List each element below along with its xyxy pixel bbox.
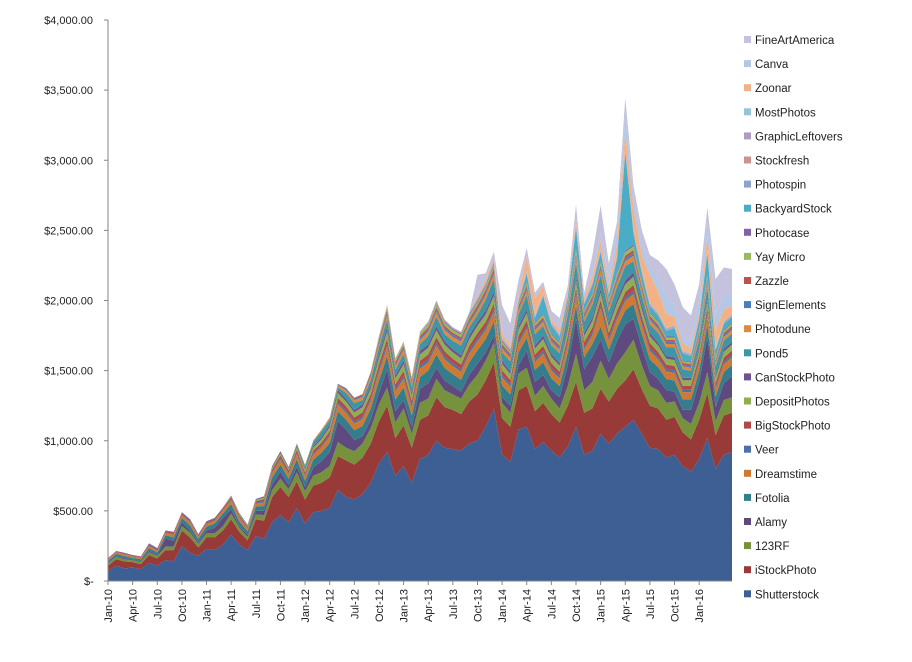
legend-swatch-depositphotos (744, 397, 751, 405)
x-tick-label: Apr-12 (325, 589, 337, 622)
legend-label-bigstockphoto: BigStockPhoto (755, 421, 830, 433)
y-tick-label: $1,000.00 (44, 436, 93, 448)
legend-label-mostphotos: MostPhotos (755, 107, 816, 119)
legend-label-signelements: SignElements (755, 300, 826, 312)
legend-label-zazzle: Zazzle (755, 276, 789, 288)
y-tick-label: $1,500.00 (44, 366, 93, 378)
x-tick-label: Jul-11 (251, 589, 263, 618)
area-istockphoto (108, 362, 732, 572)
x-tick-label: Oct-14 (571, 589, 583, 622)
y-tick-label: $500.00 (53, 506, 93, 518)
legend-label-canva: Canva (755, 59, 789, 71)
legend-swatch-backyardstock (744, 204, 751, 212)
legend-swatch-mostphotos (744, 108, 751, 116)
y-tick-label: $3,500.00 (44, 85, 93, 97)
legend-label-alamy: Alamy (755, 517, 787, 529)
area-shutterstock (108, 408, 732, 581)
legend-swatch-zazzle (744, 277, 751, 284)
legend-label-zoonar: Zoonar (755, 83, 792, 95)
legend-label-stockfresh: Stockfresh (755, 156, 809, 168)
legend-swatch-dreamstime (744, 469, 751, 477)
x-tick-label: Oct-12 (374, 589, 386, 622)
legend-swatch-yay-micro (744, 252, 751, 260)
legend-label-photospin: Photospin (755, 180, 806, 192)
legend-swatch-photospin (744, 180, 751, 188)
y-tick-label: $3,000.00 (44, 155, 93, 167)
legend-swatch-photodune (744, 325, 751, 333)
legend-swatch-canva (744, 60, 751, 68)
x-tick-label: Jan-13 (399, 589, 411, 623)
legend-swatch-alamy (744, 518, 751, 525)
area-series-group (108, 97, 732, 581)
x-tick-label: Jul-10 (152, 589, 164, 619)
legend-label-photocase: Photocase (755, 228, 809, 240)
legend-label-dreamstime: Dreamstime (755, 469, 817, 481)
x-tick-label: Apr-14 (522, 589, 534, 622)
axes-group: $- $500.00 $1,000.00 $1,500.00 $2,000.00 $2,5… (44, 15, 732, 623)
legend-label-backyardstock: BackyardStock (755, 204, 832, 216)
x-tick-label: Oct-10 (177, 589, 189, 622)
legend: FineArtAmerica Canva Zoonar MostPhotos Graph… (744, 35, 843, 601)
x-tick-label: Jul-15 (645, 589, 657, 619)
legend-swatch-graphicleftovers (744, 132, 751, 140)
area-fotolia (108, 304, 732, 564)
legend-swatch-fotolia (744, 493, 751, 501)
legend-swatch-shutterstock (744, 590, 751, 598)
legend-label-istockphoto: iStockPhoto (755, 565, 816, 577)
x-tick-label: Apr-11 (226, 589, 238, 621)
legend-swatch-canstockphoto (744, 373, 751, 381)
legend-label-fotolia: Fotolia (755, 493, 790, 505)
x-tick-label: Apr-15 (620, 589, 632, 622)
legend-swatch-bigstockphoto (744, 421, 751, 429)
area-dreamstime (108, 293, 732, 562)
legend-label-fineartamerica: FineArtAmerica (755, 35, 835, 47)
legend-swatch-zoonar (744, 84, 751, 92)
x-tick-label: Apr-10 (128, 589, 140, 622)
x-tick-label: Jan-14 (497, 589, 509, 623)
y-tick-label: $2,500.00 (44, 225, 93, 237)
legend-label-depositphotos: DepositPhotos (755, 397, 830, 409)
legend-label-canstockphoto: CanStockPhoto (755, 372, 835, 384)
legend-label-pond5: Pond5 (755, 348, 788, 360)
legend-swatch-pond5 (744, 349, 751, 357)
legend-label-123rf: 123RF (755, 541, 790, 553)
x-tick-label: Oct-15 (670, 589, 682, 622)
legend-swatch-photocase (744, 228, 751, 236)
x-tick-label: Jul-12 (349, 589, 361, 619)
legend-swatch-veer (744, 445, 751, 453)
legend-label-yay-micro: Yay Micro (755, 252, 805, 264)
x-tick-label: Oct-13 (472, 589, 484, 622)
x-tick-label: Apr-13 (423, 589, 435, 622)
legend-swatch-istockphoto (744, 566, 751, 574)
x-tick-label: Oct-11 (275, 589, 287, 621)
legend-swatch-fineartamerica (744, 36, 751, 43)
y-tick-label: $4,000.00 (44, 15, 93, 27)
legend-swatch-123rf (744, 542, 751, 550)
x-tick-label: Jan-16 (694, 589, 706, 623)
legend-swatch-stockfresh (744, 156, 751, 164)
x-tick-label: Jul-13 (448, 589, 460, 619)
legend-swatch-signelements (744, 301, 751, 309)
y-tick-label: $2,000.00 (44, 296, 93, 308)
x-tick-label: Jan-12 (300, 589, 312, 623)
legend-label-veer: Veer (755, 445, 779, 457)
x-tick-label: Jan-10 (103, 589, 115, 623)
legend-label-photodune: Photodune (755, 324, 811, 336)
x-tick-label: Jul-14 (546, 589, 558, 619)
legend-label-graphicleftovers: GraphicLeftovers (755, 131, 843, 143)
area-fineartamerica (108, 97, 732, 559)
legend-label-shutterstock: Shutterstock (755, 589, 819, 601)
x-tick-label: Jan-11 (202, 589, 214, 622)
x-tick-label: Jan-15 (596, 589, 608, 623)
y-tick-label: $- (84, 576, 94, 588)
